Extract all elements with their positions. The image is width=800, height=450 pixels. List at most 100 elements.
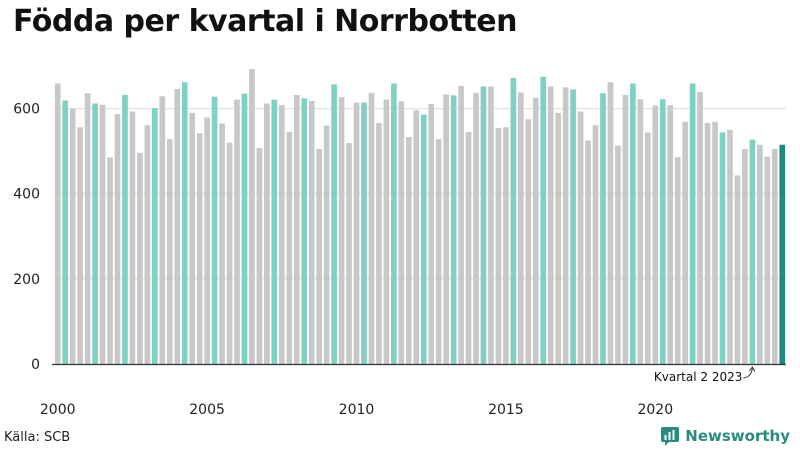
bar-chart: 0 200 400 600 2000 2005 2010 2015 2020 Kvartal 2 … bbox=[13, 68, 786, 418]
bar-2021-q3 bbox=[697, 91, 703, 364]
bar-2017-q1 bbox=[562, 87, 569, 364]
bar-2015-q1 bbox=[503, 127, 509, 364]
bar-2014-q4 bbox=[495, 128, 502, 364]
bar-2010-q1 bbox=[353, 102, 360, 365]
bar-2016-q4 bbox=[555, 112, 562, 364]
y-tick-label: 600 bbox=[13, 102, 40, 118]
bar-2001-q2 bbox=[92, 103, 98, 365]
bar-2008-q4 bbox=[316, 149, 322, 364]
x-tick-label: 2010 bbox=[339, 402, 375, 418]
bar-2005-q2 bbox=[211, 96, 218, 365]
bar-2007-q2 bbox=[271, 99, 278, 364]
bar-2022-q3 bbox=[727, 129, 733, 364]
bar-2014-q3 bbox=[488, 86, 494, 365]
bar-2014-q1 bbox=[473, 92, 479, 364]
bar-2005-q1 bbox=[204, 117, 210, 364]
bar-2011-q1 bbox=[383, 99, 390, 364]
bar-2016-q1 bbox=[532, 97, 539, 365]
bar-2016-q2 bbox=[540, 76, 547, 364]
bar-2001-q1 bbox=[84, 93, 91, 364]
bar-2019-q4 bbox=[644, 132, 651, 364]
bar-2023-q3 bbox=[757, 144, 763, 364]
bar-2022-q4 bbox=[734, 175, 741, 364]
bar-2018-q1 bbox=[592, 125, 599, 364]
bar-2003-q4 bbox=[166, 139, 173, 364]
bar-2024-q2 bbox=[779, 144, 786, 364]
bar-2021-q4 bbox=[704, 123, 711, 364]
bar-2002-q4 bbox=[137, 152, 143, 364]
bar-2000-q2 bbox=[62, 100, 69, 364]
bar-2017-q4 bbox=[585, 140, 591, 364]
bar-2004-q4 bbox=[196, 133, 203, 364]
bar-2012-q3 bbox=[428, 103, 435, 364]
x-tick-label: 2015 bbox=[488, 402, 524, 418]
bar-2003-q3 bbox=[159, 96, 166, 364]
bar-2018-q2 bbox=[600, 93, 606, 364]
bar-2007-q4 bbox=[286, 131, 293, 364]
bar-2018-q3 bbox=[607, 82, 614, 365]
bar-2019-q1 bbox=[622, 94, 629, 364]
bar-2023-q2 bbox=[749, 139, 756, 364]
bars bbox=[54, 68, 786, 365]
bar-2016-q3 bbox=[547, 86, 554, 365]
bar-2008-q1 bbox=[293, 94, 300, 364]
bar-2009-q3 bbox=[338, 97, 345, 364]
bar-2018-q4 bbox=[615, 145, 621, 364]
bar-2015-q4 bbox=[525, 119, 532, 365]
bar-2012-q1 bbox=[413, 110, 420, 365]
chart-title: Födda per kvartal i Norrbotten bbox=[13, 4, 517, 39]
bar-2006-q1 bbox=[234, 99, 240, 364]
newsworthy-logo-icon bbox=[661, 427, 680, 446]
bar-2012-q4 bbox=[435, 139, 442, 364]
bar-2003-q1 bbox=[144, 125, 151, 364]
bar-2019-q3 bbox=[637, 99, 644, 365]
bar-2009-q4 bbox=[346, 143, 352, 364]
bar-2020-q4 bbox=[674, 157, 681, 364]
bar-2007-q3 bbox=[278, 105, 285, 365]
bar-2005-q4 bbox=[226, 142, 233, 364]
x-tick-label: 2000 bbox=[40, 402, 76, 418]
bar-2002-q1 bbox=[114, 114, 121, 364]
bar-2011-q2 bbox=[391, 83, 397, 364]
bar-2002-q2 bbox=[122, 94, 128, 364]
y-tick-label: 0 bbox=[31, 357, 40, 373]
bar-2004-q3 bbox=[189, 112, 196, 364]
bar-2022-q1 bbox=[712, 121, 718, 365]
y-tick-label: 400 bbox=[13, 187, 40, 203]
bar-2005-q3 bbox=[219, 123, 225, 364]
annotation-arrowhead bbox=[748, 366, 756, 372]
bar-2023-q4 bbox=[764, 156, 771, 364]
bar-2020-q3 bbox=[667, 105, 674, 365]
bar-2021-q1 bbox=[682, 121, 688, 365]
bar-2015-q3 bbox=[518, 92, 524, 364]
annotation-arrow bbox=[743, 367, 753, 379]
annotation-label: Kvartal 2 2023 bbox=[654, 370, 742, 384]
bar-2008-q2 bbox=[301, 98, 308, 364]
bar-2023-q1 bbox=[742, 149, 748, 364]
bar-2021-q2 bbox=[689, 83, 696, 364]
bar-2006-q3 bbox=[249, 68, 255, 364]
bar-2003-q2 bbox=[152, 108, 158, 365]
bar-2017-q3 bbox=[577, 111, 584, 364]
bar-2002-q3 bbox=[129, 111, 136, 364]
bar-2009-q2 bbox=[331, 84, 337, 364]
bar-2010-q3 bbox=[368, 92, 375, 364]
bar-2010-q4 bbox=[376, 123, 382, 364]
bar-2011-q4 bbox=[405, 137, 412, 364]
bar-2014-q2 bbox=[480, 86, 487, 365]
source-note: Källa: SCB bbox=[4, 430, 71, 445]
bar-2019-q2 bbox=[630, 83, 636, 364]
bar-2022-q2 bbox=[719, 132, 726, 364]
bar-2013-q2 bbox=[450, 95, 457, 365]
bar-2013-q3 bbox=[458, 86, 464, 364]
x-tick-label: 2020 bbox=[637, 402, 673, 418]
bar-2000-q3 bbox=[69, 108, 76, 364]
axes: 0 200 400 600 2000 2005 2010 2015 2020 Kvartal 2 … bbox=[13, 102, 786, 418]
bar-2006-q2 bbox=[241, 93, 248, 365]
bar-2006-q4 bbox=[256, 148, 263, 364]
bar-2000-q4 bbox=[77, 127, 83, 364]
bar-2013-q1 bbox=[443, 94, 449, 365]
bar-2004-q2 bbox=[181, 82, 188, 365]
newsworthy-logo[interactable]: Newsworthy bbox=[660, 426, 790, 446]
bar-2015-q2 bbox=[510, 77, 517, 365]
